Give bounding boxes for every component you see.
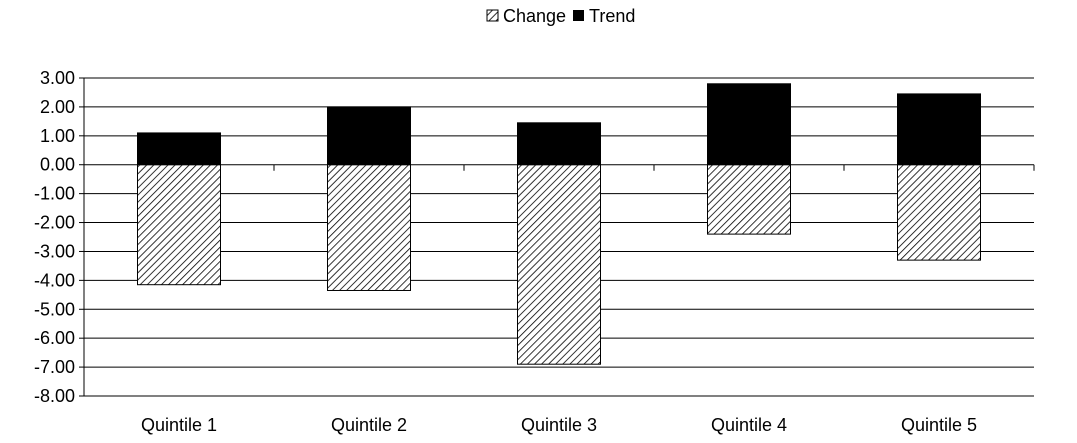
x-axis-category-labels: Quintile 1 Quintile 2 Quintile 3 Quintile 4…	[141, 415, 977, 435]
legend-label-change: Change	[503, 6, 566, 26]
bar-change-1	[137, 164, 221, 286]
legend: Change Trend	[486, 6, 635, 26]
y-tick-label: 2.00	[40, 97, 75, 117]
y-axis-tick-labels: 3.00 2.00 1.00 0.00 -1.00 -2.00 -3.00 -4.00 -5.0…	[34, 68, 84, 406]
y-tick-label: -4.00	[34, 270, 75, 290]
bar-trend-5	[897, 93, 981, 166]
x-category-label: Quintile 2	[331, 415, 407, 435]
bar-trend-4	[707, 83, 791, 166]
legend-swatch-change	[486, 9, 499, 22]
bar-change-5	[897, 164, 981, 261]
bars	[137, 83, 981, 365]
x-category-label: Quintile 5	[901, 415, 977, 435]
legend-label-trend: Trend	[589, 6, 635, 26]
y-tick-label: -8.00	[34, 386, 75, 406]
y-tick-label: -7.00	[34, 357, 75, 377]
x-category-label: Quintile 4	[711, 415, 787, 435]
y-tick-label: -1.00	[34, 184, 75, 204]
y-tick-label: 0.00	[40, 155, 75, 175]
y-tick-label: 3.00	[40, 68, 75, 88]
axes	[83, 78, 1035, 396]
bar-change-2	[327, 164, 411, 291]
y-tick-label: -6.00	[34, 328, 75, 348]
y-tick-label: 1.00	[40, 126, 75, 146]
bar-change-3	[517, 164, 601, 365]
x-category-label: Quintile 1	[141, 415, 217, 435]
bar-change-4	[707, 164, 791, 235]
bar-trend-1	[137, 132, 221, 166]
bar-trend-2	[327, 106, 411, 166]
y-tick-label: -5.00	[34, 299, 75, 319]
y-tick-label: -3.00	[34, 241, 75, 261]
y-tick-label: -2.00	[34, 213, 75, 233]
bar-trend-3	[517, 122, 601, 166]
x-category-label: Quintile 3	[521, 415, 597, 435]
legend-swatch-trend	[573, 10, 584, 21]
